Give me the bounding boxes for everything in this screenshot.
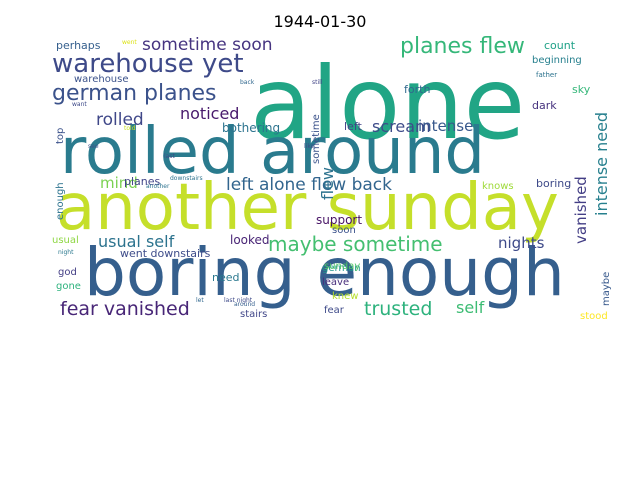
word-left: left: [344, 120, 362, 133]
word-back: back: [240, 79, 255, 86]
word-nights: nights: [498, 234, 545, 252]
word-sky: sky: [572, 83, 591, 96]
word-usual: usual: [52, 235, 79, 246]
word-mind: mind: [100, 174, 138, 192]
word-around: around: [234, 301, 256, 308]
word-another: another: [146, 183, 170, 190]
word-planes: planes: [124, 175, 161, 188]
word-intense-need: intense need: [592, 112, 611, 217]
word-warehouse: warehouse: [74, 74, 129, 85]
word-stairs: stairs: [240, 309, 268, 320]
word-maybe: maybe: [601, 272, 612, 307]
word-self: self: [456, 298, 485, 317]
word-forth: forth: [404, 83, 431, 96]
word-support: support: [316, 213, 363, 227]
word-night: night: [58, 249, 74, 256]
word-flew: flew: [318, 167, 337, 201]
word-knew: knew: [332, 291, 359, 302]
word-planes-flew: planes flew: [400, 36, 525, 59]
word-downstairs: downstairs: [170, 175, 203, 182]
word-want: want: [72, 101, 87, 108]
word-father: father: [536, 71, 558, 79]
word-leave: leave: [322, 277, 350, 288]
word-scream: scream: [372, 117, 431, 136]
word-usual-self: usual self: [98, 232, 175, 251]
word-boring-enough: boring enough: [84, 234, 565, 311]
word-top: top: [55, 128, 66, 145]
word-last-night: last night: [224, 297, 253, 304]
word-went: went: [122, 39, 137, 46]
word-boring: boring: [536, 177, 572, 190]
word-fear-vanished: fear vanished: [60, 298, 190, 320]
word-german: german: [322, 263, 361, 274]
word-fear: fear: [324, 305, 344, 316]
word-cloud: alone rolled around another sunday boring e…: [50, 36, 616, 330]
word-sometime-soon: sometime soon: [142, 36, 273, 55]
word-looked: looked: [230, 233, 270, 247]
word-intense: intense: [418, 117, 474, 135]
word-told: told: [124, 125, 136, 132]
word-perhaps: perhaps: [56, 39, 101, 52]
word-maybe-sometime: maybe sometime: [268, 232, 443, 256]
word-sunday: sunday: [324, 261, 361, 272]
word-rolled: rolled: [96, 110, 144, 130]
word-last: last: [164, 153, 175, 160]
word-rolled-around: rolled around: [60, 115, 485, 189]
word-like: like: [304, 143, 315, 150]
word-german-planes: german planes: [52, 81, 217, 106]
word-gone: gone: [56, 281, 81, 292]
chart-title: 1944-01-30: [273, 12, 367, 31]
word-soon: soon: [332, 225, 356, 236]
word-need: need: [212, 271, 240, 284]
word-enough: enough: [55, 182, 66, 220]
word-count: count: [544, 39, 576, 52]
word-dark: dark: [532, 99, 557, 112]
word-another-sunday: another sunday: [56, 171, 559, 245]
word-bothering: bothering: [222, 121, 281, 135]
word-still: still: [312, 79, 323, 86]
word-left-alone-flew-back: left alone flew back: [226, 175, 392, 195]
word-let: let: [196, 297, 204, 304]
word-alone: alone: [250, 45, 526, 162]
word-vanished: vanished: [572, 176, 590, 244]
word-sometime: sometime: [311, 114, 322, 164]
word-noticed: noticed: [180, 104, 240, 123]
word-stood: stood: [580, 311, 608, 322]
word-beginning: beginning: [532, 55, 582, 66]
word-warehouse-yet: warehouse yet: [52, 49, 244, 79]
word-knows: knows: [482, 181, 514, 192]
word-trusted: trusted: [364, 298, 433, 320]
word-god: god: [58, 267, 77, 278]
word-went-downstairs: went downstairs: [120, 247, 211, 260]
word-see: see: [88, 143, 99, 150]
